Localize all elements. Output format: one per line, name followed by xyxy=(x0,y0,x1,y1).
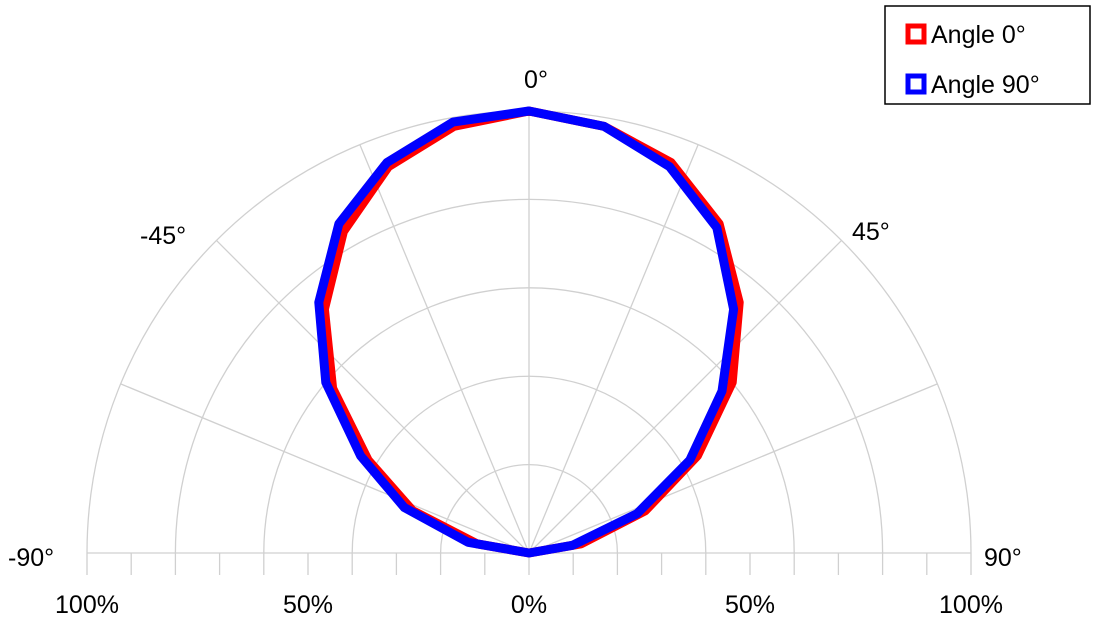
grid-spoke xyxy=(120,383,530,554)
tick-labels: -90° -45° 0° 45° 90° 100% 50% 0% 50% 100% xyxy=(8,66,1022,617)
series-layer xyxy=(314,106,744,558)
angle-tick-label: 45° xyxy=(852,218,890,246)
radial-tick-label: 0% xyxy=(511,591,547,617)
grid-spoke xyxy=(215,239,530,554)
radial-tick-label: 50% xyxy=(283,591,333,617)
legend-label: Angle 0° xyxy=(931,21,1026,49)
legend: Angle 0° Angle 90° xyxy=(884,5,1091,105)
grid-spoke xyxy=(359,144,530,554)
grid-spoke xyxy=(528,383,938,554)
legend-swatch xyxy=(905,23,927,45)
angle-tick-label: -45° xyxy=(140,222,186,250)
angle-tick-label: 0° xyxy=(524,66,548,94)
legend-swatch xyxy=(905,73,927,95)
grid-spoke xyxy=(528,144,699,554)
angle-tick-label: 90° xyxy=(984,544,1022,572)
series-line-angle-90 xyxy=(314,106,739,558)
polar-grid xyxy=(86,110,972,575)
radial-tick-label: 100% xyxy=(939,591,1003,617)
radial-tick-label: 100% xyxy=(55,591,119,617)
legend-label: Angle 90° xyxy=(931,71,1040,99)
radial-tick-label: 50% xyxy=(725,591,775,617)
grid-spoke xyxy=(528,239,843,554)
angle-tick-label: -90° xyxy=(8,544,54,572)
